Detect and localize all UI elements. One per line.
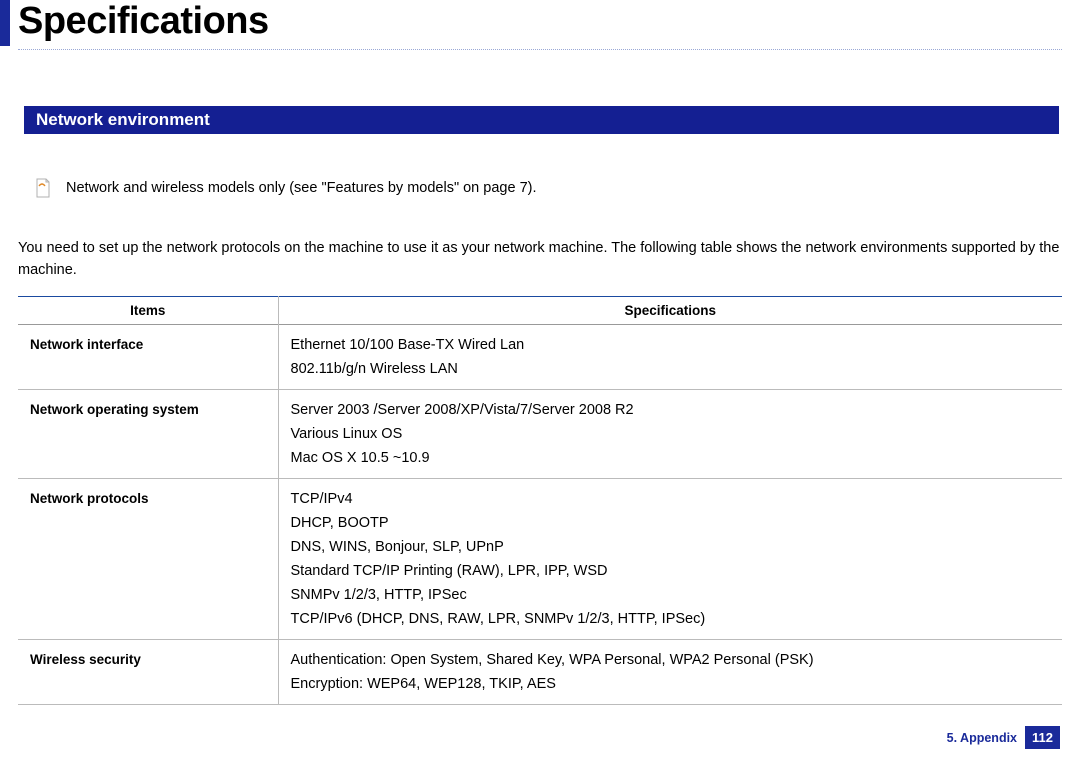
page-footer: 5. Appendix 112: [947, 726, 1060, 749]
col-header-specs: Specifications: [278, 297, 1062, 325]
section-header: Network environment: [24, 106, 1059, 134]
item-cell: Network protocols: [18, 479, 278, 640]
spec-cell: Authentication: Open System, Shared Key,…: [278, 640, 1062, 705]
spec-cell: Ethernet 10/100 Base-TX Wired Lan802.11b…: [278, 325, 1062, 390]
spec-line: Ethernet 10/100 Base-TX Wired Lan: [291, 333, 1051, 357]
intro-paragraph: You need to set up the network protocols…: [18, 237, 1062, 281]
spec-line: Various Linux OS: [291, 422, 1051, 446]
footer-page-number: 112: [1025, 726, 1060, 749]
spec-line: SNMPv 1/2/3, HTTP, IPSec: [291, 583, 1051, 607]
spec-line: Standard TCP/IP Printing (RAW), LPR, IPP…: [291, 559, 1051, 583]
spec-cell: Server 2003 /Server 2008/XP/Vista/7/Serv…: [278, 390, 1062, 479]
page-title: Specifications: [18, 0, 269, 43]
spec-line: Mac OS X 10.5 ~10.9: [291, 446, 1051, 470]
title-accent-bar: [0, 0, 10, 46]
col-header-items: Items: [18, 297, 278, 325]
spec-line: Server 2003 /Server 2008/XP/Vista/7/Serv…: [291, 398, 1051, 422]
footer-chapter: 5. Appendix: [947, 731, 1017, 745]
note-icon: [34, 178, 52, 198]
table-row: Network interfaceEthernet 10/100 Base-TX…: [18, 325, 1062, 390]
title-underline: [18, 49, 1062, 50]
item-cell: Network operating system: [18, 390, 278, 479]
table-row: Network operating system Server 2003 /Ser…: [18, 390, 1062, 479]
spec-line: 802.11b/g/n Wireless LAN: [291, 357, 1051, 381]
spec-cell: TCP/IPv4DHCP, BOOTPDNS, WINS, Bonjour, S…: [278, 479, 1062, 640]
table-row: Wireless security Authentication: Open Sy…: [18, 640, 1062, 705]
spec-line: TCP/IPv4: [291, 487, 1051, 511]
table-header-row: Items Specifications: [18, 297, 1062, 325]
specifications-table: Items Specifications Network interfaceEt…: [18, 296, 1062, 705]
note-row: Network and wireless models only (see "F…: [34, 178, 537, 198]
spec-line: DHCP, BOOTP: [291, 511, 1051, 535]
table-row: Network protocolsTCP/IPv4DHCP, BOOTPDNS,…: [18, 479, 1062, 640]
item-cell: Network interface: [18, 325, 278, 390]
note-text: Network and wireless models only (see "F…: [66, 180, 537, 196]
spec-line: DNS, WINS, Bonjour, SLP, UPnP: [291, 535, 1051, 559]
spec-line: Authentication: Open System, Shared Key,…: [291, 648, 1051, 672]
spec-line: TCP/IPv6 (DHCP, DNS, RAW, LPR, SNMPv 1/2…: [291, 607, 1051, 631]
spec-line: Encryption: WEP64, WEP128, TKIP, AES: [291, 672, 1051, 696]
item-cell: Wireless security: [18, 640, 278, 705]
